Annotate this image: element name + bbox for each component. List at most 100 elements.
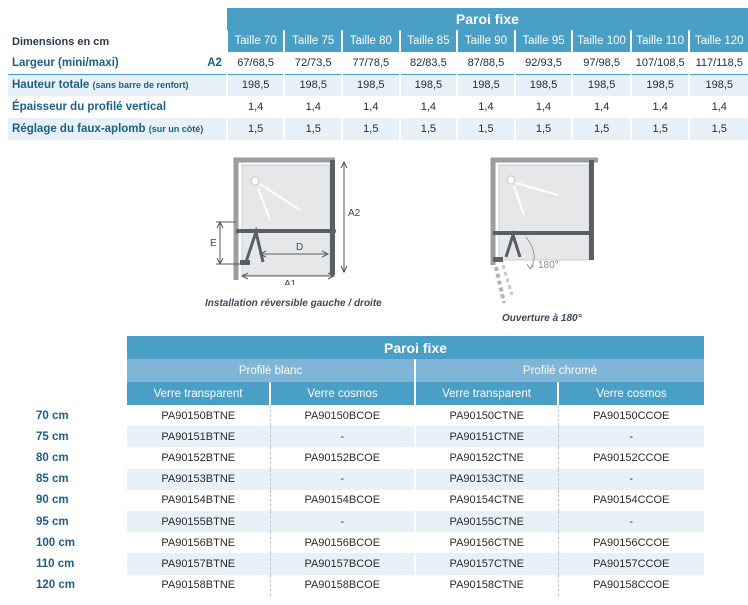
vertical-profile xyxy=(589,160,594,260)
dimension-name: Épaisseur du profilé vertical xyxy=(12,101,167,113)
size-header: Taille 85 xyxy=(398,30,458,52)
dimensions-corner-label: Dimensions en cm xyxy=(12,36,110,48)
verre-header: Verre transparent xyxy=(127,382,270,405)
dimension-value: 1,4 xyxy=(513,96,573,118)
dimension-tag xyxy=(203,96,227,118)
dimension-tag: A2 xyxy=(203,52,227,75)
dimension-value: 198,5 xyxy=(283,74,342,96)
dimension-value: 117/118,5 xyxy=(688,52,748,75)
reference-code: PA90154CCOE xyxy=(557,489,704,511)
dimension-value: 1,4 xyxy=(283,96,342,118)
a2-label: A2 xyxy=(348,208,361,219)
verre-header: Verre transparent xyxy=(414,382,558,405)
e-label: E xyxy=(210,238,217,249)
dimension-value: 1,5 xyxy=(571,118,631,140)
dimension-value: 198,5 xyxy=(571,74,631,96)
dimension-tag xyxy=(203,118,227,140)
reference-code: - xyxy=(557,510,704,533)
size-label: 120 cm xyxy=(36,579,76,592)
reinforcement-bar xyxy=(493,231,594,235)
dimension-value: 87/88,5 xyxy=(456,52,515,75)
reinforcement-bar xyxy=(236,229,335,233)
reference-code: PA90154BCOE xyxy=(269,489,415,511)
dimension-value: 107/108,5 xyxy=(629,52,690,75)
dimension-row-label: Largeur (mini/maxi) xyxy=(8,52,204,75)
dimension-value: 1,5 xyxy=(225,118,285,140)
reference-code: PA90152CCOE xyxy=(557,447,704,469)
dimension-value: 1,4 xyxy=(225,96,285,118)
dimension-value: 1,5 xyxy=(688,118,748,140)
profile-blanc-header: Profilé blanc xyxy=(127,359,415,382)
dimension-value: 1,5 xyxy=(629,118,690,140)
dimension-note: (sans barre de renfort) xyxy=(92,80,189,91)
reference-row: 70 cm PA90150BTNE PA90150BCOE PA90150CTNE PA… xyxy=(8,405,704,427)
reference-band-title: Paroi fixe xyxy=(127,336,704,359)
reference-row: 110 cm PA90157BTNE PA90157BCOE PA90157CTNE P… xyxy=(8,553,704,575)
reference-code: PA90151CTNE xyxy=(414,426,558,448)
reference-code: PA90156CTNE xyxy=(414,532,558,554)
reference-code: - xyxy=(557,468,704,490)
a1-label: A1 xyxy=(284,279,297,285)
dimension-value: 198,5 xyxy=(688,74,748,96)
dimension-value: 1,5 xyxy=(456,118,515,140)
reference-code: PA90151BTNE xyxy=(127,426,270,448)
dimension-value: 1,4 xyxy=(688,96,748,118)
size-label: 85 cm xyxy=(36,473,69,486)
dimension-value: 198,5 xyxy=(398,74,458,96)
dimension-value: 1,4 xyxy=(341,96,400,118)
reference-code: PA90153BTNE xyxy=(127,468,270,490)
size-header: Taille 75 xyxy=(283,30,342,52)
dimension-value: 1,4 xyxy=(456,96,515,118)
size-label: 95 cm xyxy=(36,515,69,528)
wall-outline xyxy=(233,157,335,280)
reference-code: PA90154BTNE xyxy=(127,489,270,511)
size-header: Taille 95 xyxy=(513,30,573,52)
opening-caption: Ouverture à 180° xyxy=(502,313,582,324)
dimension-value: 1,4 xyxy=(571,96,631,118)
dimension-value: 92/93,5 xyxy=(513,52,573,75)
reference-code: PA90150CCOE xyxy=(557,405,704,427)
reference-table: Paroi fixe Profilé blanc Profilé chromé … xyxy=(8,336,704,596)
dimension-row-label: Épaisseur du profilé vertical xyxy=(8,96,204,118)
dimension-row: Largeur (mini/maxi) A2 67/68,5 72/73,5 77/78… xyxy=(8,52,748,75)
dimension-name: Largeur (mini/maxi) xyxy=(12,56,119,69)
opening-diagram: 180° xyxy=(490,157,598,304)
dimension-value: 198,5 xyxy=(513,74,573,96)
vertical-profile xyxy=(330,160,335,275)
dimension-row: Hauteur totale (sans barre de renfort) 19… xyxy=(8,74,748,96)
reference-code: PA90150BCOE xyxy=(269,405,415,427)
dimension-name: Hauteur totale xyxy=(12,79,90,92)
size-header: Taille 70 xyxy=(225,30,285,52)
reference-code: PA90158CCOE xyxy=(557,574,704,596)
dimension-value: 1,5 xyxy=(513,118,573,140)
reference-code: PA90157CCOE xyxy=(557,553,704,575)
paroi-fixe-band-title: Paroi fixe xyxy=(226,8,748,30)
reference-code: PA90157BCOE xyxy=(269,553,415,575)
dimension-value: 198,5 xyxy=(629,74,690,96)
profile-chrome-header: Profilé chromé xyxy=(414,359,704,382)
reference-code: PA90158BTNE xyxy=(127,574,270,596)
reference-code: PA90158BCOE xyxy=(269,574,415,596)
dimension-row: Réglage du faux-aplomb (sur un côté) 1,5 1… xyxy=(8,118,748,140)
dimension-value: 97/98,5 xyxy=(571,52,631,75)
reference-code: PA90154CTNE xyxy=(414,489,558,511)
pivot-leaf xyxy=(244,226,265,263)
dimension-value: 1,5 xyxy=(283,118,342,140)
pivot-leaf xyxy=(504,230,522,258)
reference-code: PA90156CCOE xyxy=(557,532,704,554)
size-header: Taille 80 xyxy=(341,30,400,52)
reference-code: - xyxy=(269,468,415,490)
reference-row: 85 cm PA90153BTNE - PA90153CTNE - xyxy=(8,468,704,490)
drain-icon xyxy=(506,175,516,185)
installation-diagram: A2 E D A1 xyxy=(210,157,361,285)
reference-row: 75 cm PA90151BTNE - PA90151CTNE - xyxy=(8,426,704,448)
reference-code: - xyxy=(269,426,415,448)
size-label: 100 cm xyxy=(36,536,76,549)
wall-outline xyxy=(490,157,598,265)
size-header: Taille 120 xyxy=(688,30,748,52)
dimensions-table: Paroi fixe Dimensions en cm Taille 70 Ta… xyxy=(8,8,748,140)
reference-code: PA90155BTNE xyxy=(127,510,270,533)
size-label: 75 cm xyxy=(36,430,69,443)
reference-code: PA90152BCOE xyxy=(269,447,415,469)
reference-code: PA90152BTNE xyxy=(127,447,270,469)
